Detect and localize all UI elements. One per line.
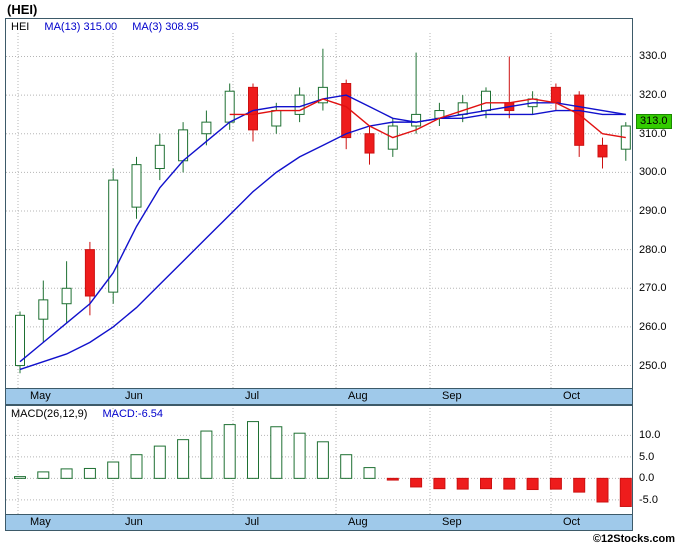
x-axis-month-label: Jul: [245, 516, 260, 528]
y-axis-label: 320.0: [639, 89, 667, 102]
y-axis-label: 250.0: [639, 359, 667, 372]
x-axis-month-label: Jul: [245, 390, 260, 402]
y-axis-label: 290.0: [639, 205, 667, 217]
legend-ma3: MA(3) 308.95: [132, 21, 199, 33]
x-axis-month-label: May: [30, 516, 51, 528]
macd-x-axis-band: May Jun Jul Aug Sep Oct: [6, 514, 632, 530]
y-axis-label: -5.0: [639, 493, 658, 506]
y-axis-label: 300.0: [639, 166, 667, 179]
x-axis-month-label: Oct: [563, 390, 581, 402]
macd-plot: [6, 408, 632, 514]
page-title: (HEI): [7, 2, 38, 17]
x-axis-month-label: Aug: [348, 516, 368, 528]
macd-legend: MACD(26,12,9) MACD:-6.54: [11, 408, 163, 420]
legend-symbol: HEI: [11, 21, 30, 33]
y-axis-label: 0.0: [639, 472, 655, 485]
y-axis-label: 5.0: [639, 450, 655, 463]
price-chart-plot: [6, 33, 632, 388]
x-axis-month-label: Jun: [125, 516, 143, 528]
x-axis-month-label: Sep: [442, 390, 462, 402]
x-axis-month-label: Oct: [563, 516, 581, 528]
y-axis-label: 330.0: [639, 50, 667, 63]
y-axis-label: 280.0: [639, 243, 667, 256]
x-axis-month-label: May: [30, 390, 51, 402]
price-chart-panel: HEI MA(13) 315.00 MA(3) 308.95 May Jun Jul…: [5, 18, 633, 405]
macd-legend-label: MACD(26,12,9): [11, 408, 88, 420]
y-axis-label: 10.0: [639, 429, 661, 442]
y-axis-label: 260.0: [639, 320, 667, 333]
x-axis-month-label: Sep: [442, 516, 462, 528]
current-price-tag: 313.0: [636, 114, 672, 130]
macd-panel: MACD(26,12,9) MACD:-6.54 May Jun Jul Aug Sep…: [5, 405, 633, 531]
price-y-axis: 313.0 330.0 320.0 310.0 300.0 290.0 280.0 270.…: [634, 19, 680, 404]
legend-ma13-value: 315.00: [83, 21, 118, 33]
legend-ma13-label: MA(13): [44, 21, 81, 33]
x-axis-month-label: Jun: [125, 390, 143, 402]
legend-ma3-value: 308.95: [165, 21, 199, 33]
legend-ma3-label: MA(3): [132, 21, 163, 33]
macd-legend-value: MACD:-6.54: [102, 408, 164, 420]
macd-y-axis: 10.0 5.0 0.0 -5.0: [634, 406, 680, 530]
price-x-axis-band: May Jun Jul Aug Sep Oct: [6, 388, 632, 404]
legend-ma13: MA(13) 315.00: [44, 21, 120, 33]
x-axis-month-label: Aug: [348, 390, 368, 402]
watermark: ©12Stocks.com: [592, 533, 675, 545]
price-chart-legend: HEI MA(13) 315.00 MA(3) 308.95: [11, 21, 199, 33]
y-axis-label: 270.0: [639, 282, 667, 295]
y-axis-label: 310.0: [639, 127, 667, 140]
